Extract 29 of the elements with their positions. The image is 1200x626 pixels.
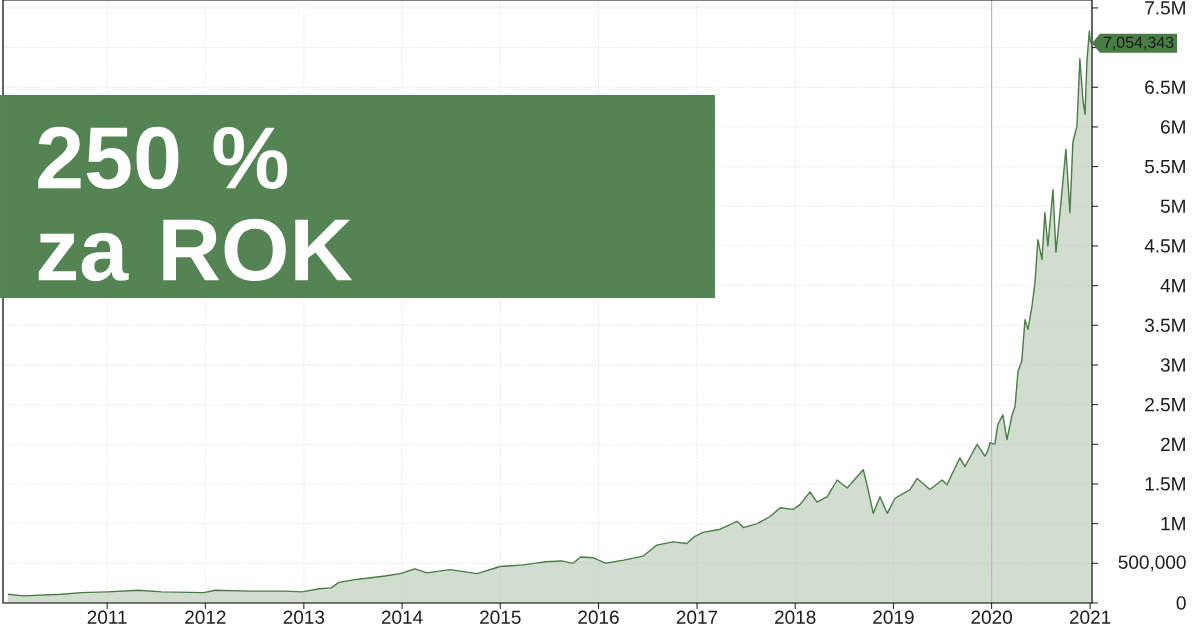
y-tick-label: 3M <box>1160 358 1185 372</box>
x-tick-label: 2016 <box>578 610 619 624</box>
x-tick-label: 2018 <box>775 610 816 624</box>
x-tick-label: 2020 <box>971 610 1013 624</box>
y-tick-label: 1.5M <box>1145 477 1185 491</box>
x-tick-label: 2012 <box>185 610 226 624</box>
text: 250 % <box>38 126 288 190</box>
y-tick-label: 7.5M <box>1145 1 1185 15</box>
y-tick-label: 1M <box>1161 517 1185 531</box>
x-tick-label: 2017 <box>676 610 718 624</box>
x-tick-label: 2013 <box>283 610 325 624</box>
x-tick-label: 2014 <box>381 610 423 624</box>
y-tick-label: 3.5M <box>1144 318 1185 333</box>
y-tick-label: 4M <box>1160 279 1185 293</box>
text: za ROK <box>38 218 353 282</box>
y-tick-label: 500,000 <box>1118 555 1186 572</box>
x-tick-label: 2019 <box>873 610 914 624</box>
y-tick-label: 2M <box>1161 437 1185 451</box>
y-tick-label: 5.5M <box>1144 159 1185 174</box>
x-tick-label: 2021 <box>1069 610 1111 624</box>
y-tick-label: 0 <box>1176 596 1186 610</box>
y-tick-label: 6M <box>1161 120 1185 134</box>
annotation: 7,054,343 <box>1103 36 1174 50</box>
y-tick-label: 2.5M <box>1145 397 1185 412</box>
y-tick-label: 6.5M <box>1145 80 1185 94</box>
y-tick-label: 5M <box>1160 199 1185 213</box>
y-tick-label: 4.5M <box>1144 239 1185 253</box>
x-tick-label: 2015 <box>480 610 521 624</box>
x-tick-label: 2011 <box>87 610 127 624</box>
